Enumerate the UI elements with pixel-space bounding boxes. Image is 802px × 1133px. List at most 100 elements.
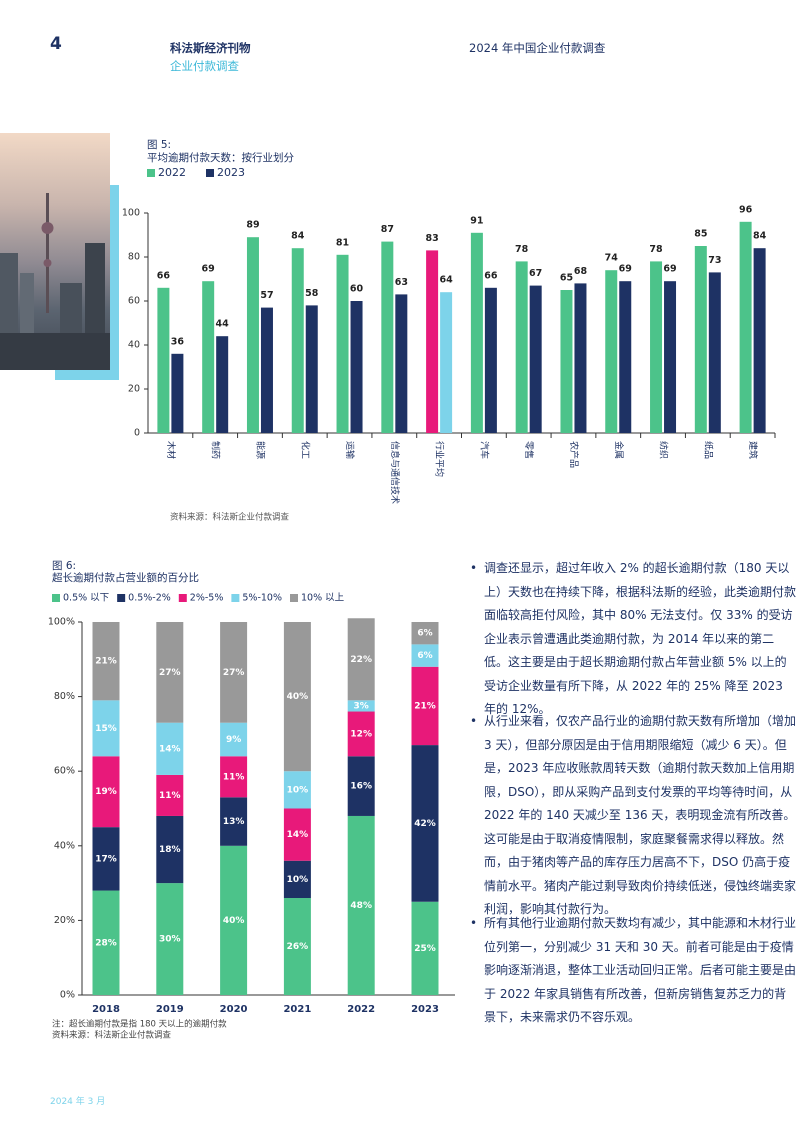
x-tick-label: 信息与通信技术 <box>389 441 401 504</box>
value-label: 81 <box>336 237 349 248</box>
value-label: 69 <box>619 264 632 275</box>
value-label: 68 <box>574 266 588 277</box>
legend-label: 2%-5% <box>190 593 224 604</box>
y-tick-label: 80 <box>128 252 140 263</box>
y-tick-label: 100 <box>122 208 140 219</box>
city-photo <box>0 133 110 370</box>
bar <box>650 261 663 433</box>
value-label: 60 <box>350 284 364 295</box>
bar-segment <box>347 711 375 757</box>
value-label: 9% <box>226 735 241 745</box>
value-label: 89 <box>246 220 259 231</box>
x-tick-label: 行业平均 <box>434 441 446 477</box>
x-tick-label: 汽车 <box>478 441 490 459</box>
bar <box>574 283 587 433</box>
value-label: 14% <box>159 744 181 754</box>
x-tick-label: 零售 <box>523 441 535 459</box>
value-label: 83 <box>425 233 438 244</box>
value-label: 25% <box>414 944 436 954</box>
value-label: 40% <box>287 692 309 702</box>
bar-segment <box>411 901 439 995</box>
chart-subtitle: 平均逾期付款天数：按行业划分 <box>147 151 294 164</box>
bar-segment <box>92 622 120 701</box>
value-label: 44 <box>216 319 230 330</box>
value-label: 87 <box>381 224 394 235</box>
value-label: 40% <box>223 916 245 926</box>
value-label: 14% <box>287 830 309 840</box>
legend-label: 2023 <box>217 166 245 179</box>
legend-swatch <box>206 169 214 177</box>
y-tick-label: 60% <box>54 766 75 777</box>
value-label: 11% <box>159 791 181 801</box>
y-tick-label: 100% <box>48 617 75 628</box>
value-label: 12% <box>350 729 372 739</box>
bar-segment <box>283 622 311 772</box>
bullet: 所有其他行业逾期付款天数均有减少，其中能源和木材行业位列第一，分别减少 31 天… <box>470 912 796 1030</box>
y-tick-label: 80% <box>54 691 75 702</box>
bullet: 调查还显示，超过年收入 2% 的超长逾期付款（180 天以上）天数也在持续下降，… <box>470 557 796 722</box>
bar-segment <box>220 722 248 757</box>
publication: 科法斯经济刊物 <box>170 41 251 55</box>
value-label: 58 <box>305 288 319 299</box>
x-tick-label: 化工 <box>299 441 311 459</box>
value-label: 69 <box>663 264 676 275</box>
x-tick-label: 纺织 <box>658 441 670 459</box>
bar-segment <box>411 622 439 645</box>
value-label: 28% <box>95 938 117 948</box>
source-note: 资料来源：科法斯企业付款调查 <box>52 1030 172 1041</box>
bar <box>305 305 318 433</box>
bar-segment <box>220 622 248 723</box>
value-label: 36 <box>171 336 185 347</box>
bar-segment <box>92 827 120 891</box>
bar <box>529 285 542 433</box>
figure-5: 图 5: 平均逾期付款天数：按行业划分 资料来源：科法斯企业付款调查 2022 2… <box>122 139 776 523</box>
bar-segment <box>92 700 120 757</box>
bar-segment <box>156 883 184 995</box>
bar-segment <box>347 618 375 701</box>
value-label: 6% <box>417 651 432 661</box>
skyline <box>0 193 110 370</box>
x-tick-label: 农产品 <box>568 441 580 468</box>
bar <box>515 261 528 433</box>
x-tick-label: 2018 <box>92 1004 120 1015</box>
value-label: 17% <box>95 854 117 864</box>
bar <box>216 336 229 433</box>
figure-6: 图 6: 超长逾期付款占营业额的百分比 注：超长逾期付款是指 180 天以上的逾… <box>48 560 455 1041</box>
bar <box>336 254 349 433</box>
legend-label: 10% 以上 <box>301 593 345 604</box>
legend-swatch <box>147 169 155 177</box>
bar-segment <box>220 845 248 995</box>
bar <box>664 281 677 433</box>
value-label: 78 <box>649 244 663 255</box>
bar-segment <box>156 622 184 723</box>
value-label: 26% <box>287 942 309 952</box>
legend-swatch <box>52 594 60 602</box>
value-label: 10% <box>287 875 309 885</box>
x-tick-label: 制药 <box>210 441 222 459</box>
x-tick-label: 运输 <box>344 441 356 459</box>
value-label: 6% <box>417 629 432 639</box>
bar <box>381 241 394 433</box>
value-label: 67 <box>529 268 542 279</box>
bar <box>484 287 497 433</box>
bar-segment <box>156 815 184 884</box>
bar <box>202 281 215 433</box>
bar-segment <box>411 666 439 746</box>
value-label: 13% <box>223 817 245 827</box>
value-label: 18% <box>159 845 181 855</box>
chart-title: 图 5: <box>147 139 171 151</box>
x-tick-label: 2020 <box>220 1004 248 1015</box>
source-note: 资料来源：科法斯企业付款调查 <box>170 512 290 523</box>
y-tick-label: 60 <box>128 296 140 307</box>
bar <box>157 287 170 433</box>
bar <box>426 250 439 433</box>
bar <box>291 248 304 433</box>
bar-segment <box>411 644 439 667</box>
bar <box>708 272 721 433</box>
value-label: 74 <box>605 253 619 264</box>
y-tick-label: 40% <box>54 840 75 851</box>
value-label: 66 <box>484 270 498 281</box>
bar-segment <box>347 700 375 712</box>
legend-swatch <box>231 594 240 602</box>
